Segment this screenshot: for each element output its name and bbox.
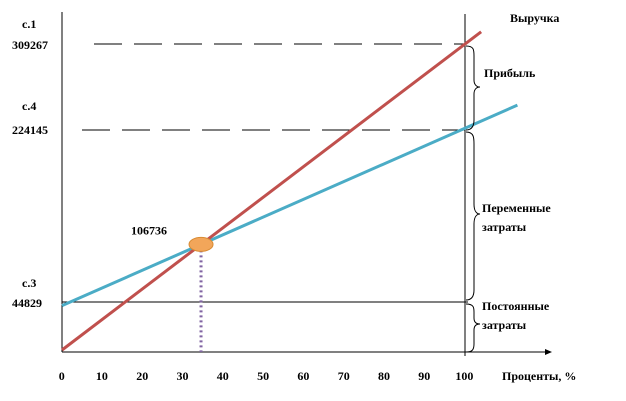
profit-label: Прибыль <box>484 66 536 80</box>
point-label-c4: с.4 <box>22 99 36 113</box>
x-tick-40: 40 <box>217 369 229 383</box>
x-tick-50: 50 <box>257 369 269 383</box>
revenue-line <box>61 30 483 352</box>
x-tick-20: 20 <box>136 369 148 383</box>
x-tick-10: 10 <box>96 369 108 383</box>
break-even-point <box>188 236 214 252</box>
x-tick-labels: 0 10 20 30 40 50 60 70 80 90 100 <box>59 369 474 383</box>
x-axis-label: Проценты, % <box>502 369 576 383</box>
x-tick-70: 70 <box>338 369 350 383</box>
x-tick-100: 100 <box>455 369 473 383</box>
y-tick-309267: 309267 <box>12 38 48 52</box>
x-tick-0: 0 <box>59 369 65 383</box>
x-tick-30: 30 <box>177 369 189 383</box>
x-tick-90: 90 <box>418 369 430 383</box>
point-label-c3: с.3 <box>22 276 36 290</box>
break-even-label: 106736 <box>131 223 167 237</box>
x-tick-60: 60 <box>297 369 309 383</box>
x-tick-80: 80 <box>378 369 390 383</box>
fixed-cost-label-line2: затраты <box>482 318 527 332</box>
x-axis-arrow-icon <box>545 349 552 355</box>
total-cost-line <box>61 103 518 308</box>
variable-cost-bracket <box>465 131 481 301</box>
revenue-series-label: Выручка <box>510 11 559 25</box>
variable-cost-label-line2: затраты <box>482 220 527 234</box>
y-tick-44829: 44829 <box>12 296 42 310</box>
fixed-cost-bracket <box>465 303 481 353</box>
variable-cost-label-line1: Переменные <box>482 201 551 215</box>
y-tick-224145: 224145 <box>12 123 48 137</box>
point-label-c1: с.1 <box>22 17 36 31</box>
profit-bracket <box>465 45 481 131</box>
fixed-cost-label-line1: Постоянные <box>482 299 550 313</box>
